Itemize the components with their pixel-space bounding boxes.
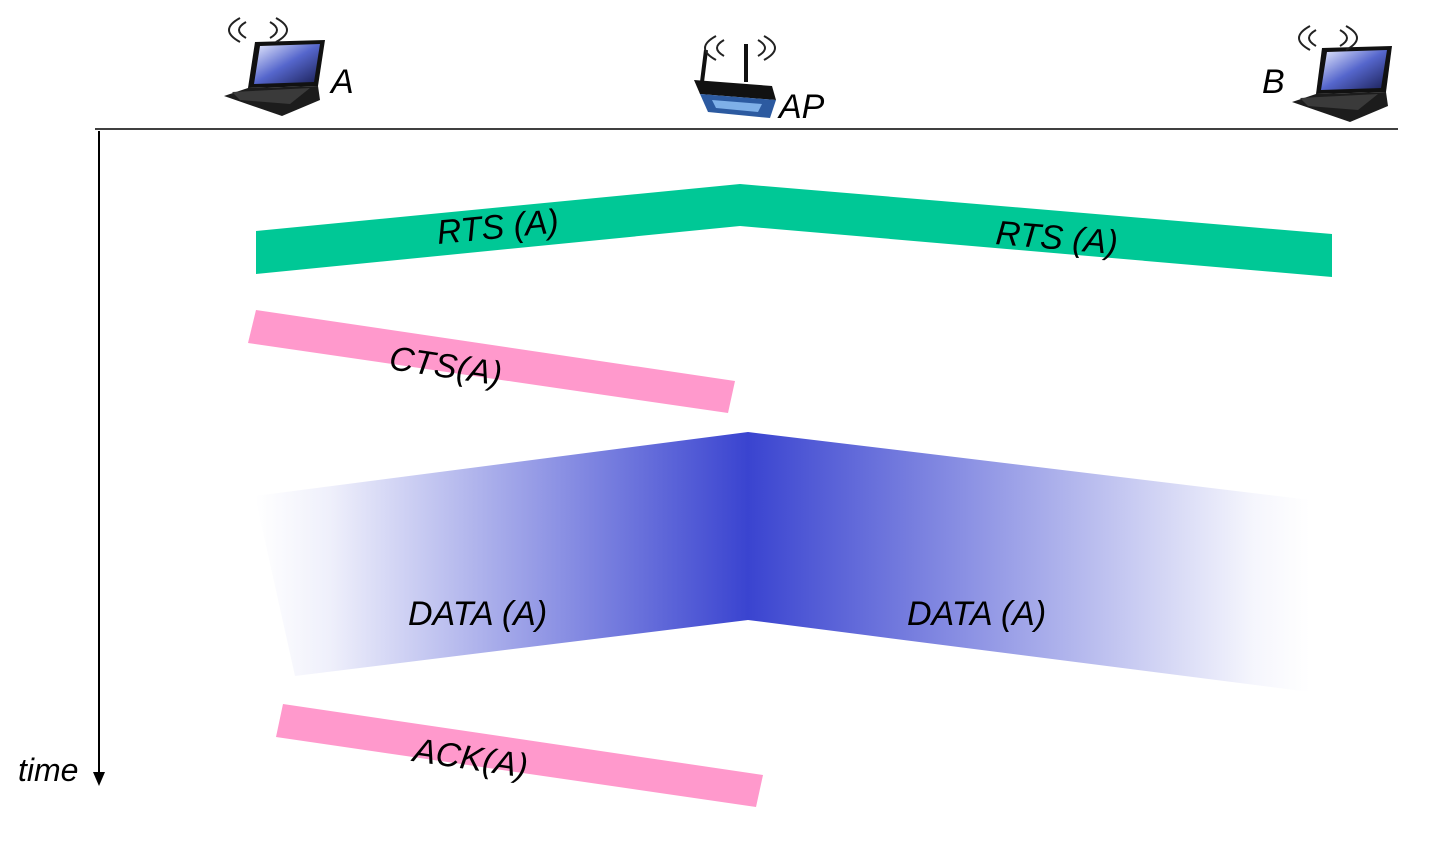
data-band-ap-to-b bbox=[748, 432, 1310, 692]
ack-band bbox=[276, 704, 763, 807]
data-label-a-to-ap: DATA (A) bbox=[408, 595, 547, 633]
data-label-ap-to-b: DATA (A) bbox=[907, 595, 1046, 633]
data-band-a-to-ap bbox=[255, 432, 748, 676]
node-label-ap: AP bbox=[779, 88, 825, 126]
laptop-icon-b bbox=[1292, 25, 1392, 122]
cts-band bbox=[248, 310, 735, 413]
rts-band-a-to-ap bbox=[256, 184, 740, 274]
node-label-a: A bbox=[331, 63, 354, 101]
time-axis-arrowhead bbox=[93, 772, 105, 786]
time-label: time bbox=[18, 752, 79, 788]
router-icon-ap bbox=[694, 35, 776, 118]
node-label-b: B bbox=[1262, 63, 1285, 101]
rts-band-ap-to-b bbox=[740, 184, 1332, 277]
laptop-icon-a bbox=[224, 17, 325, 116]
